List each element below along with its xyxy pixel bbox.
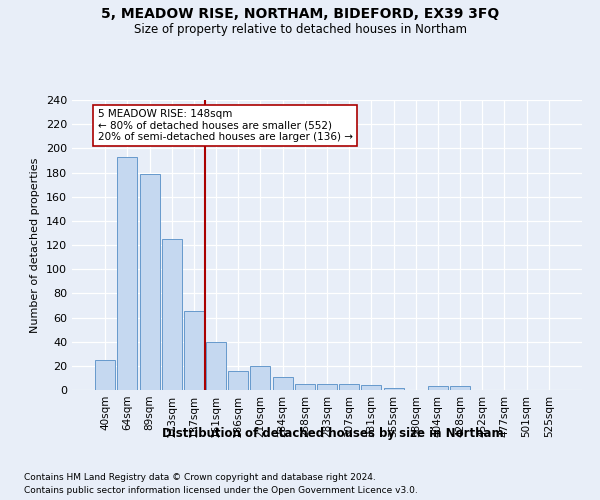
Bar: [383, 388, 404, 390]
Bar: [317, 384, 337, 390]
Text: Contains public sector information licensed under the Open Government Licence v3: Contains public sector information licen…: [24, 486, 418, 495]
Bar: [206, 342, 226, 390]
Bar: [272, 376, 293, 390]
Bar: [95, 360, 115, 390]
Bar: [184, 312, 204, 390]
Bar: [295, 384, 315, 390]
Text: 5 MEADOW RISE: 148sqm
← 80% of detached houses are smaller (552)
20% of semi-det: 5 MEADOW RISE: 148sqm ← 80% of detached …: [97, 108, 353, 142]
Bar: [250, 366, 271, 390]
Text: 5, MEADOW RISE, NORTHAM, BIDEFORD, EX39 3FQ: 5, MEADOW RISE, NORTHAM, BIDEFORD, EX39 …: [101, 8, 499, 22]
Y-axis label: Number of detached properties: Number of detached properties: [31, 158, 40, 332]
Bar: [428, 386, 448, 390]
Bar: [339, 384, 359, 390]
Bar: [361, 385, 382, 390]
Bar: [140, 174, 160, 390]
Bar: [118, 157, 137, 390]
Text: Distribution of detached houses by size in Northam: Distribution of detached houses by size …: [162, 428, 504, 440]
Bar: [162, 239, 182, 390]
Bar: [228, 370, 248, 390]
Text: Size of property relative to detached houses in Northam: Size of property relative to detached ho…: [133, 22, 467, 36]
Text: Contains HM Land Registry data © Crown copyright and database right 2024.: Contains HM Land Registry data © Crown c…: [24, 472, 376, 482]
Bar: [450, 386, 470, 390]
